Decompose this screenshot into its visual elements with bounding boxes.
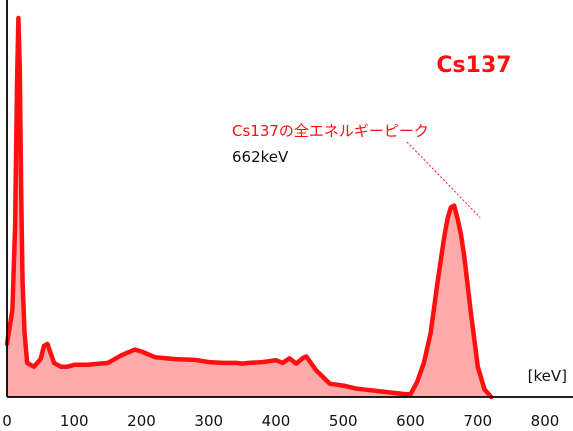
x-axis-unit-label: [keV] [528,367,567,385]
chart-title: Cs137 [436,53,511,78]
annotation-leader-line [406,141,481,218]
x-tick-label: 0 [2,412,12,430]
x-tick-label: 600 [396,412,425,430]
x-tick-label: 800 [531,412,560,430]
x-tick-labels: 0 100 200 300 400 500 600 700 800 [2,412,559,430]
x-tick-label: 700 [463,412,492,430]
x-tick-label: 500 [329,412,358,430]
spectrum-line [4,15,494,400]
spectrum-fill [7,18,492,397]
x-tick-label: 200 [127,412,156,430]
x-tick-label: 100 [60,412,89,430]
x-tick-label: 300 [194,412,223,430]
peak-annotation-label: Cs137の全エネルギーピーク [232,122,429,140]
x-tick-label: 400 [262,412,291,430]
peak-energy-label: 662keV [232,148,289,166]
